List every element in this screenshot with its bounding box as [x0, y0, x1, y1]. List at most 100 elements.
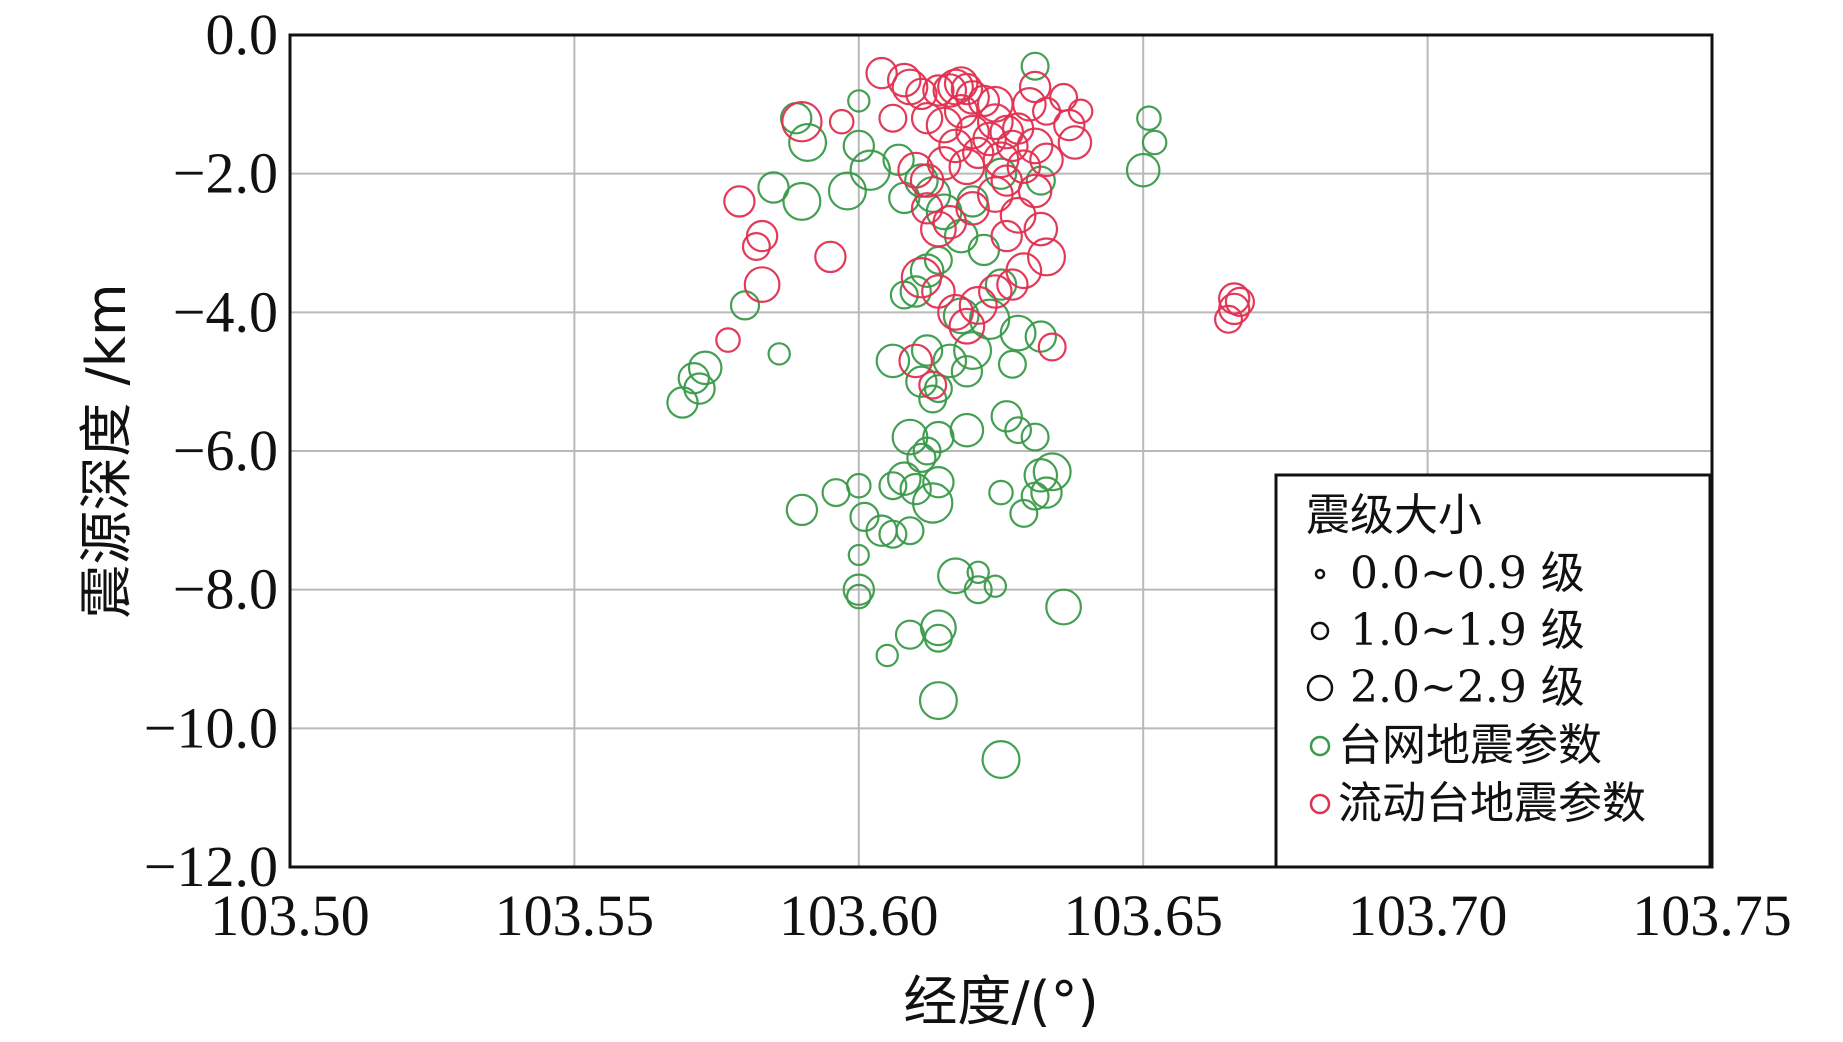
data-point [1224, 286, 1256, 317]
y-axis-title: 震源深度 /km [75, 283, 138, 618]
data-point [781, 100, 823, 143]
data-point [875, 643, 899, 668]
data-point [932, 204, 968, 240]
data-point [963, 575, 993, 605]
data-point [878, 471, 908, 501]
data-point [997, 349, 1027, 379]
x-tick-label: 103.75 [1632, 883, 1792, 948]
data-point [999, 314, 1037, 352]
legend-series-marker [1309, 793, 1331, 815]
data-point [1057, 125, 1093, 160]
legend-series-label: 台网地震参数 [1338, 720, 1602, 771]
data-point [996, 129, 1029, 163]
data-point [922, 466, 955, 499]
y-tick-label: −8.0 [173, 557, 278, 622]
data-point [923, 374, 953, 404]
data-point [1020, 422, 1050, 452]
data-point [845, 472, 872, 499]
data-point [906, 442, 937, 473]
data-point [999, 196, 1037, 234]
data-point [984, 157, 1018, 190]
x-tick-label: 103.60 [779, 883, 939, 948]
data-point [909, 253, 945, 289]
data-point [990, 400, 1023, 433]
data-point [827, 171, 867, 211]
data-point [1020, 481, 1050, 511]
legend-series-marker [1309, 735, 1331, 757]
legend-size-marker [1314, 568, 1326, 580]
data-point [943, 94, 979, 129]
data-point [878, 103, 908, 133]
plot-frame [288, 33, 1714, 869]
data-point [950, 72, 984, 106]
data-point [918, 681, 958, 721]
legend-size-label: 1.0~1.9 级 [1350, 605, 1585, 656]
data-point [1023, 211, 1059, 247]
x-axis-title: 经度/(°) [903, 970, 1098, 1033]
data-point [920, 609, 957, 647]
data-point [921, 274, 956, 309]
data-point [1030, 476, 1063, 509]
data-point [895, 516, 925, 546]
data-point [1049, 82, 1079, 112]
data-point [958, 285, 998, 325]
data-point [966, 560, 990, 585]
data-point [943, 66, 979, 101]
legend-size-label: 2.0~2.9 级 [1350, 662, 1585, 713]
data-point [788, 122, 828, 162]
data-point [1012, 87, 1047, 122]
data-point [918, 370, 948, 400]
data-point [1023, 457, 1059, 493]
data-point [950, 355, 984, 388]
data-point [1005, 252, 1043, 290]
y-tick-label: −12.0 [144, 834, 278, 899]
data-point [1017, 173, 1053, 209]
data-point [847, 543, 870, 567]
data-point [910, 334, 944, 367]
data-point [1026, 237, 1066, 277]
data-point [962, 136, 995, 170]
data-point [1141, 129, 1168, 156]
data-point [1029, 142, 1064, 178]
data-point [900, 257, 943, 299]
data-point [782, 181, 822, 221]
legend-series-label: 流动台地震参数 [1338, 778, 1646, 829]
data-point [743, 266, 781, 304]
data-point [767, 342, 791, 366]
data-point [972, 121, 1007, 157]
y-tick-label: −10.0 [144, 695, 278, 760]
data-point [910, 101, 944, 135]
data-point [865, 56, 898, 90]
data-point [894, 619, 926, 650]
data-point [925, 106, 963, 144]
data-point [988, 479, 1014, 506]
data-point [926, 146, 962, 181]
data-point [875, 343, 911, 379]
data-point [1009, 498, 1039, 528]
data-point [937, 68, 974, 106]
data-point [1024, 320, 1058, 353]
data-point [715, 327, 741, 353]
data-point [821, 478, 851, 508]
data-point [891, 68, 929, 106]
data-point [922, 74, 955, 107]
data-point [1136, 105, 1162, 131]
data-point [1018, 70, 1052, 104]
legend-box [1274, 473, 1712, 869]
data-point [976, 103, 1014, 141]
y-tick-label: 0.0 [206, 2, 279, 67]
data-point [937, 293, 974, 331]
data-point [1006, 149, 1042, 185]
legend-size-label: 0.0~0.9 级 [1350, 548, 1585, 599]
data-point [1067, 98, 1094, 125]
data-point [977, 274, 1013, 309]
data-point [955, 80, 990, 115]
data-point [828, 108, 855, 135]
data-point [938, 128, 973, 164]
data-point [955, 191, 990, 226]
y-tick-label: −6.0 [173, 418, 278, 483]
data-point [898, 343, 934, 379]
data-point [1004, 416, 1032, 445]
data-point [849, 149, 891, 191]
